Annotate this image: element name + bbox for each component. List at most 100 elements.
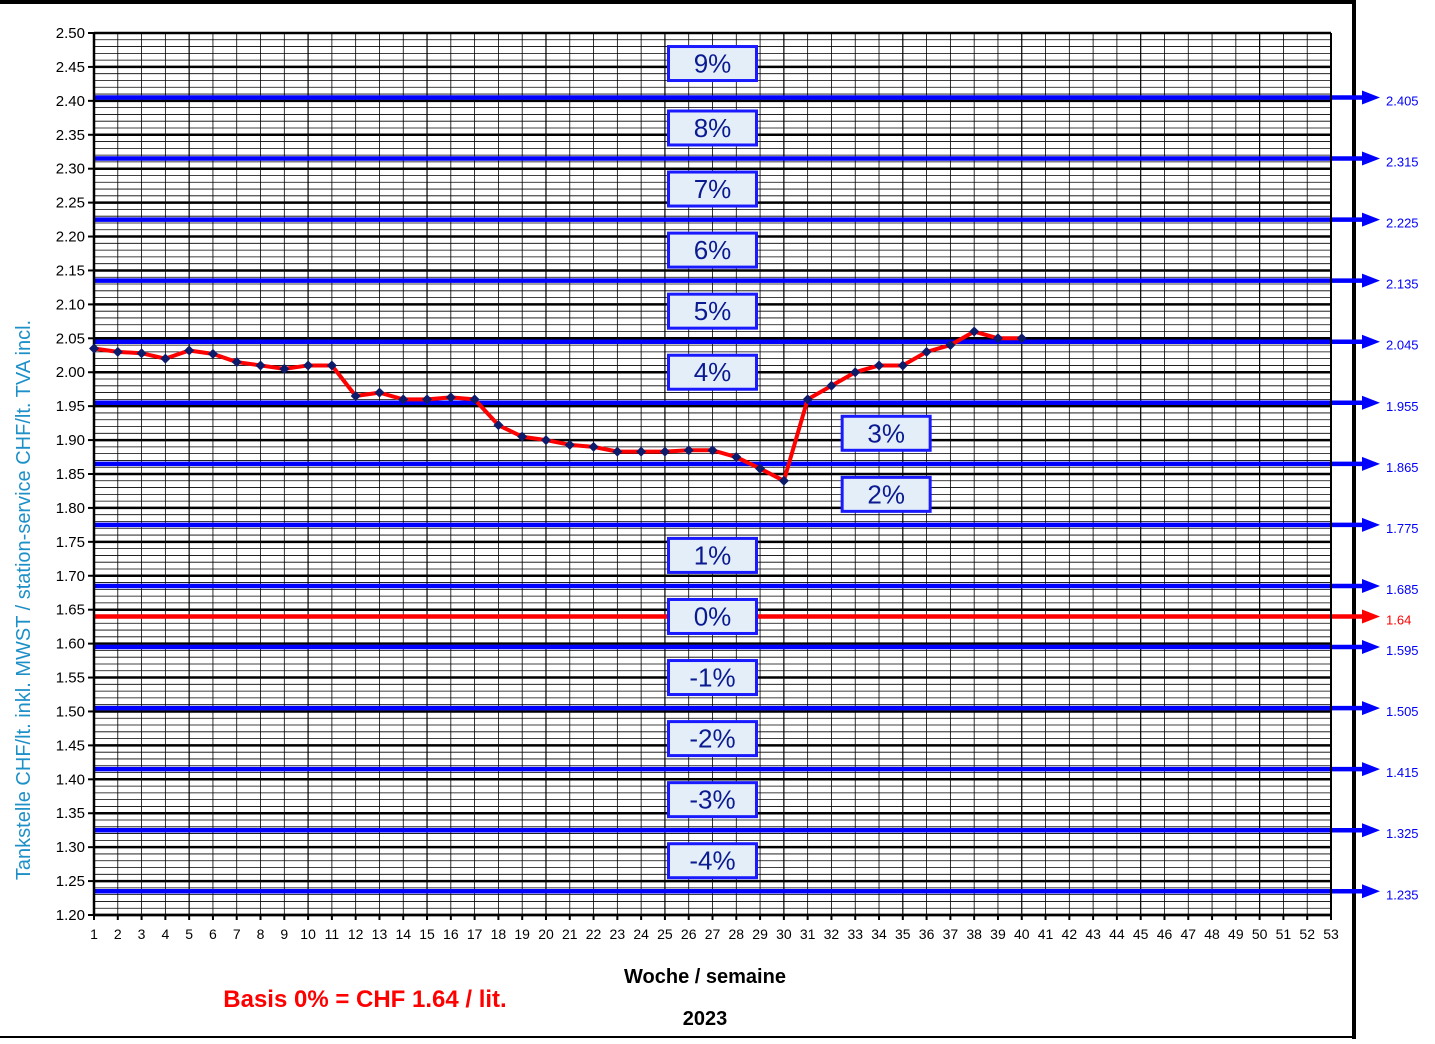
reference-value-label: 1.505 — [1386, 704, 1419, 719]
percent-band-box — [667, 170, 758, 208]
price-point — [659, 446, 670, 457]
percent-bands-layer: 9% 8% 7% 6% 5% 4% 3% 2% 1% 0% -1% -2% -3% -4% — [667, 45, 932, 880]
percent-band-box — [667, 353, 758, 391]
reference-value-label: 2.405 — [1386, 93, 1419, 108]
percent-band-label: -1% — [689, 663, 735, 693]
price-point — [850, 367, 861, 378]
y-tick-label: 1.85 — [56, 466, 85, 483]
percent-band-label: 9% — [694, 49, 732, 79]
price-point — [874, 360, 885, 371]
price-point — [469, 394, 480, 405]
x-tick-label: 5 — [185, 926, 193, 942]
y-tick-label: 1.80 — [56, 500, 85, 517]
y-tick-label: 1.35 — [56, 805, 85, 822]
reference-arrowhead — [1362, 578, 1380, 593]
x-tick-label: 29 — [752, 926, 768, 942]
x-tick-label: 8 — [257, 926, 265, 942]
y-axis-label: Tankstelle CHF/lt. inkl. MWST / station-… — [13, 320, 35, 880]
y-tick-label: 2.35 — [56, 127, 85, 144]
price-point — [136, 348, 147, 359]
price-point — [89, 343, 99, 354]
y-tick-label: 2.50 — [56, 25, 85, 42]
percent-band-label: 0% — [694, 601, 732, 631]
price-point — [636, 446, 647, 457]
price-point — [160, 353, 171, 364]
y-tick-label: 1.90 — [56, 432, 85, 449]
reference-arrowhead — [1362, 701, 1380, 716]
percent-band-box — [667, 292, 758, 330]
price-point — [374, 387, 385, 398]
x-tick-label: 24 — [633, 926, 649, 942]
x-tick-label: 22 — [586, 926, 602, 942]
x-tick-label: 31 — [800, 926, 816, 942]
y-tick-label: 1.95 — [56, 398, 85, 415]
price-point — [707, 445, 718, 456]
x-tick-label: 27 — [705, 926, 721, 942]
price-point — [683, 445, 694, 456]
x-tick-label: 35 — [895, 926, 911, 942]
year-label: 2023 — [683, 1008, 728, 1030]
x-tick-label: 20 — [538, 926, 554, 942]
x-axis-label: Woche / semaine — [624, 966, 786, 988]
y-tick-label: 1.60 — [56, 636, 85, 653]
reference-arrowhead — [1362, 762, 1380, 777]
y-tick-label: 2.30 — [56, 161, 85, 178]
x-tick-label: 30 — [776, 926, 792, 942]
x-tick-label: 26 — [681, 926, 697, 942]
x-tick-label: 45 — [1133, 926, 1149, 942]
price-point — [755, 463, 766, 474]
price-point — [207, 348, 218, 359]
price-point — [184, 345, 195, 356]
x-tick-label: 16 — [443, 926, 459, 942]
percent-band-box — [667, 842, 758, 880]
x-tick-label: 48 — [1204, 926, 1220, 942]
x-tick-label: 23 — [610, 926, 626, 942]
x-tick-label: 1 — [90, 926, 98, 942]
x-tick-label: 37 — [943, 926, 959, 942]
price-point — [778, 475, 789, 486]
reference-arrowhead — [1362, 823, 1380, 838]
percent-band-label: 2% — [867, 479, 905, 509]
x-tick-label: 25 — [657, 926, 673, 942]
price-point — [731, 452, 742, 463]
reference-arrowhead — [1362, 640, 1380, 655]
x-tick-label: 43 — [1085, 926, 1101, 942]
reference-value-label: 2.045 — [1386, 338, 1419, 353]
reference-arrowhead — [1362, 517, 1380, 532]
y-tick-label: 1.75 — [56, 534, 85, 551]
price-point — [445, 392, 456, 403]
reference-value-label: 1.235 — [1386, 887, 1419, 902]
reference-arrowhead — [1362, 884, 1380, 899]
x-tick-label: 34 — [871, 926, 887, 942]
price-point — [493, 420, 504, 431]
x-tick-label: 41 — [1038, 926, 1054, 942]
price-point — [255, 360, 266, 371]
x-tick-label: 46 — [1157, 926, 1173, 942]
price-point — [112, 346, 123, 357]
percent-band-label: 3% — [867, 418, 905, 448]
x-tick-label: 47 — [1180, 926, 1196, 942]
y-tick-label: 2.40 — [56, 93, 85, 110]
y-tick-label: 1.65 — [56, 602, 85, 619]
y-tick-label: 1.30 — [56, 839, 85, 856]
reference-arrowhead — [1362, 90, 1380, 105]
x-tick-label: 12 — [348, 926, 364, 942]
reference-value-label: 2.315 — [1386, 155, 1419, 170]
x-tick-label: 4 — [161, 926, 169, 942]
y-tick-label: 2.05 — [56, 330, 85, 347]
percent-band-label: 1% — [694, 540, 732, 570]
y-tick-label: 1.20 — [56, 907, 85, 924]
reference-value-label: 1.64 — [1386, 612, 1411, 627]
price-point — [826, 380, 837, 391]
reference-value-label: 1.595 — [1386, 643, 1419, 658]
x-tick-label: 44 — [1109, 926, 1125, 942]
y-tick-label: 1.70 — [56, 568, 85, 585]
x-tick-label: 21 — [562, 926, 578, 942]
x-tick-label: 51 — [1276, 926, 1292, 942]
price-point — [350, 390, 361, 401]
x-tick-label: 9 — [280, 926, 288, 942]
percent-band-label: -4% — [689, 846, 735, 876]
price-point — [326, 360, 337, 371]
x-tick-label: 42 — [1062, 926, 1078, 942]
